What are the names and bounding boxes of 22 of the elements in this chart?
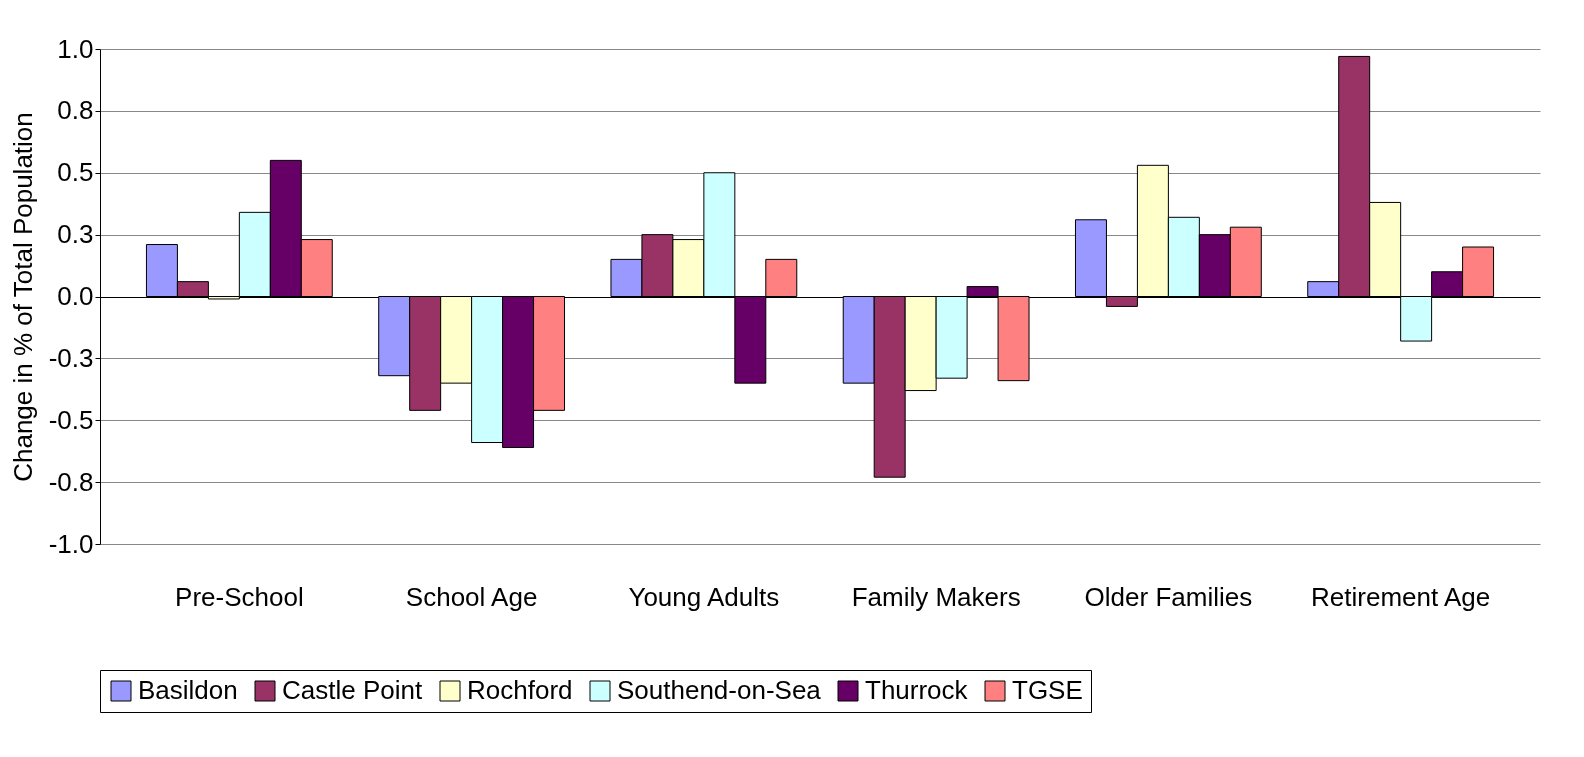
y-tick-label: 0.8: [57, 95, 94, 126]
legend-label: TGSE: [1012, 675, 1083, 705]
y-tick-label: 0.0: [57, 281, 94, 311]
y-tick-label: -0.5: [48, 404, 94, 435]
legend-label: Rochford: [467, 675, 573, 705]
y-tick-label: -0.3: [48, 342, 94, 373]
y-tick-label: -0.8: [48, 466, 94, 497]
legend-label: Basildon: [138, 675, 238, 705]
x-tick-label: Retirement Age: [1311, 581, 1491, 612]
x-tick-label: Pre-School: [175, 581, 304, 612]
legend-label: Southend-on-Sea: [617, 675, 822, 705]
y-axis-title: Change in % of Total Population: [7, 112, 38, 482]
y-tick-label: 0.5: [57, 157, 94, 188]
text: -1.0: [48, 528, 94, 559]
x-tick-label: Older Families: [1084, 581, 1253, 612]
y-tick-label: 1.0: [57, 33, 94, 64]
x-tick-label: Family Makers: [851, 581, 1021, 612]
legend-label: Castle Point: [282, 675, 423, 705]
legend-label: Thurrock: [865, 675, 969, 705]
y-tick-label: 0.3: [57, 219, 94, 250]
x-tick-label: School Age: [405, 581, 538, 612]
x-tick-label: Young Adults: [628, 581, 780, 612]
